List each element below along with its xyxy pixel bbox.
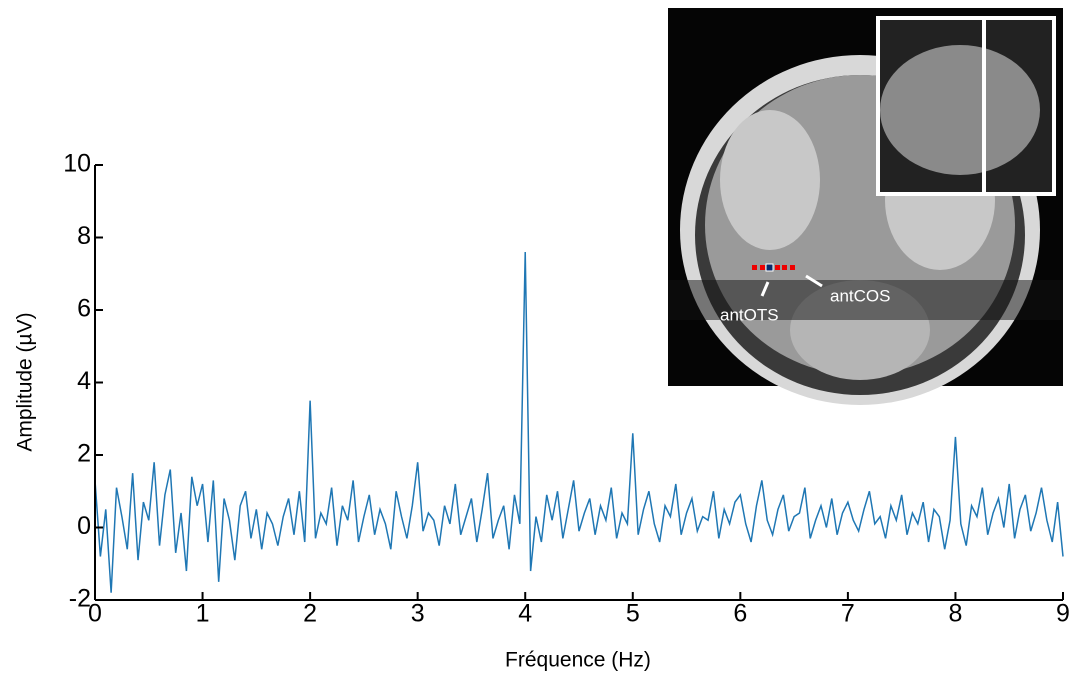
x-tick-label: 3 bbox=[411, 600, 425, 628]
x-tick-label: 1 bbox=[196, 600, 210, 628]
sagittal-brain bbox=[880, 45, 1040, 175]
x-axis-title: Fréquence (Hz) bbox=[505, 649, 651, 672]
arrow bbox=[805, 274, 823, 288]
electrodes bbox=[752, 263, 795, 272]
shadow bbox=[668, 280, 1063, 320]
x-tick-label: 2 bbox=[303, 600, 317, 628]
x-tick-label: 9 bbox=[1056, 600, 1070, 628]
white-matter bbox=[720, 110, 820, 250]
y-axis-title: Amplitude (µV) bbox=[14, 312, 37, 451]
y-tick-label: 2 bbox=[77, 440, 91, 468]
mri-label: antCOS bbox=[830, 286, 890, 305]
x-tick-label: 8 bbox=[948, 600, 962, 628]
y-tick-label: 6 bbox=[77, 295, 91, 323]
x-tick-label: 7 bbox=[841, 600, 855, 628]
y-tick-label: 0 bbox=[77, 512, 91, 540]
y-tick-label: 4 bbox=[77, 367, 91, 395]
y-tick-label: -2 bbox=[69, 585, 91, 613]
x-tick-label: 5 bbox=[626, 600, 640, 628]
signal-line bbox=[94, 251, 1064, 593]
x-tick-label: 4 bbox=[518, 600, 532, 628]
y-tick-label: 10 bbox=[63, 150, 91, 178]
x-tick-label: 0 bbox=[88, 600, 102, 628]
x-tick-label: 6 bbox=[733, 600, 747, 628]
mri-label: antOTS bbox=[720, 305, 779, 324]
mri-inset: antOTS antCOS bbox=[668, 8, 1063, 405]
y-tick-label: 8 bbox=[77, 222, 91, 250]
arrow bbox=[760, 281, 770, 297]
